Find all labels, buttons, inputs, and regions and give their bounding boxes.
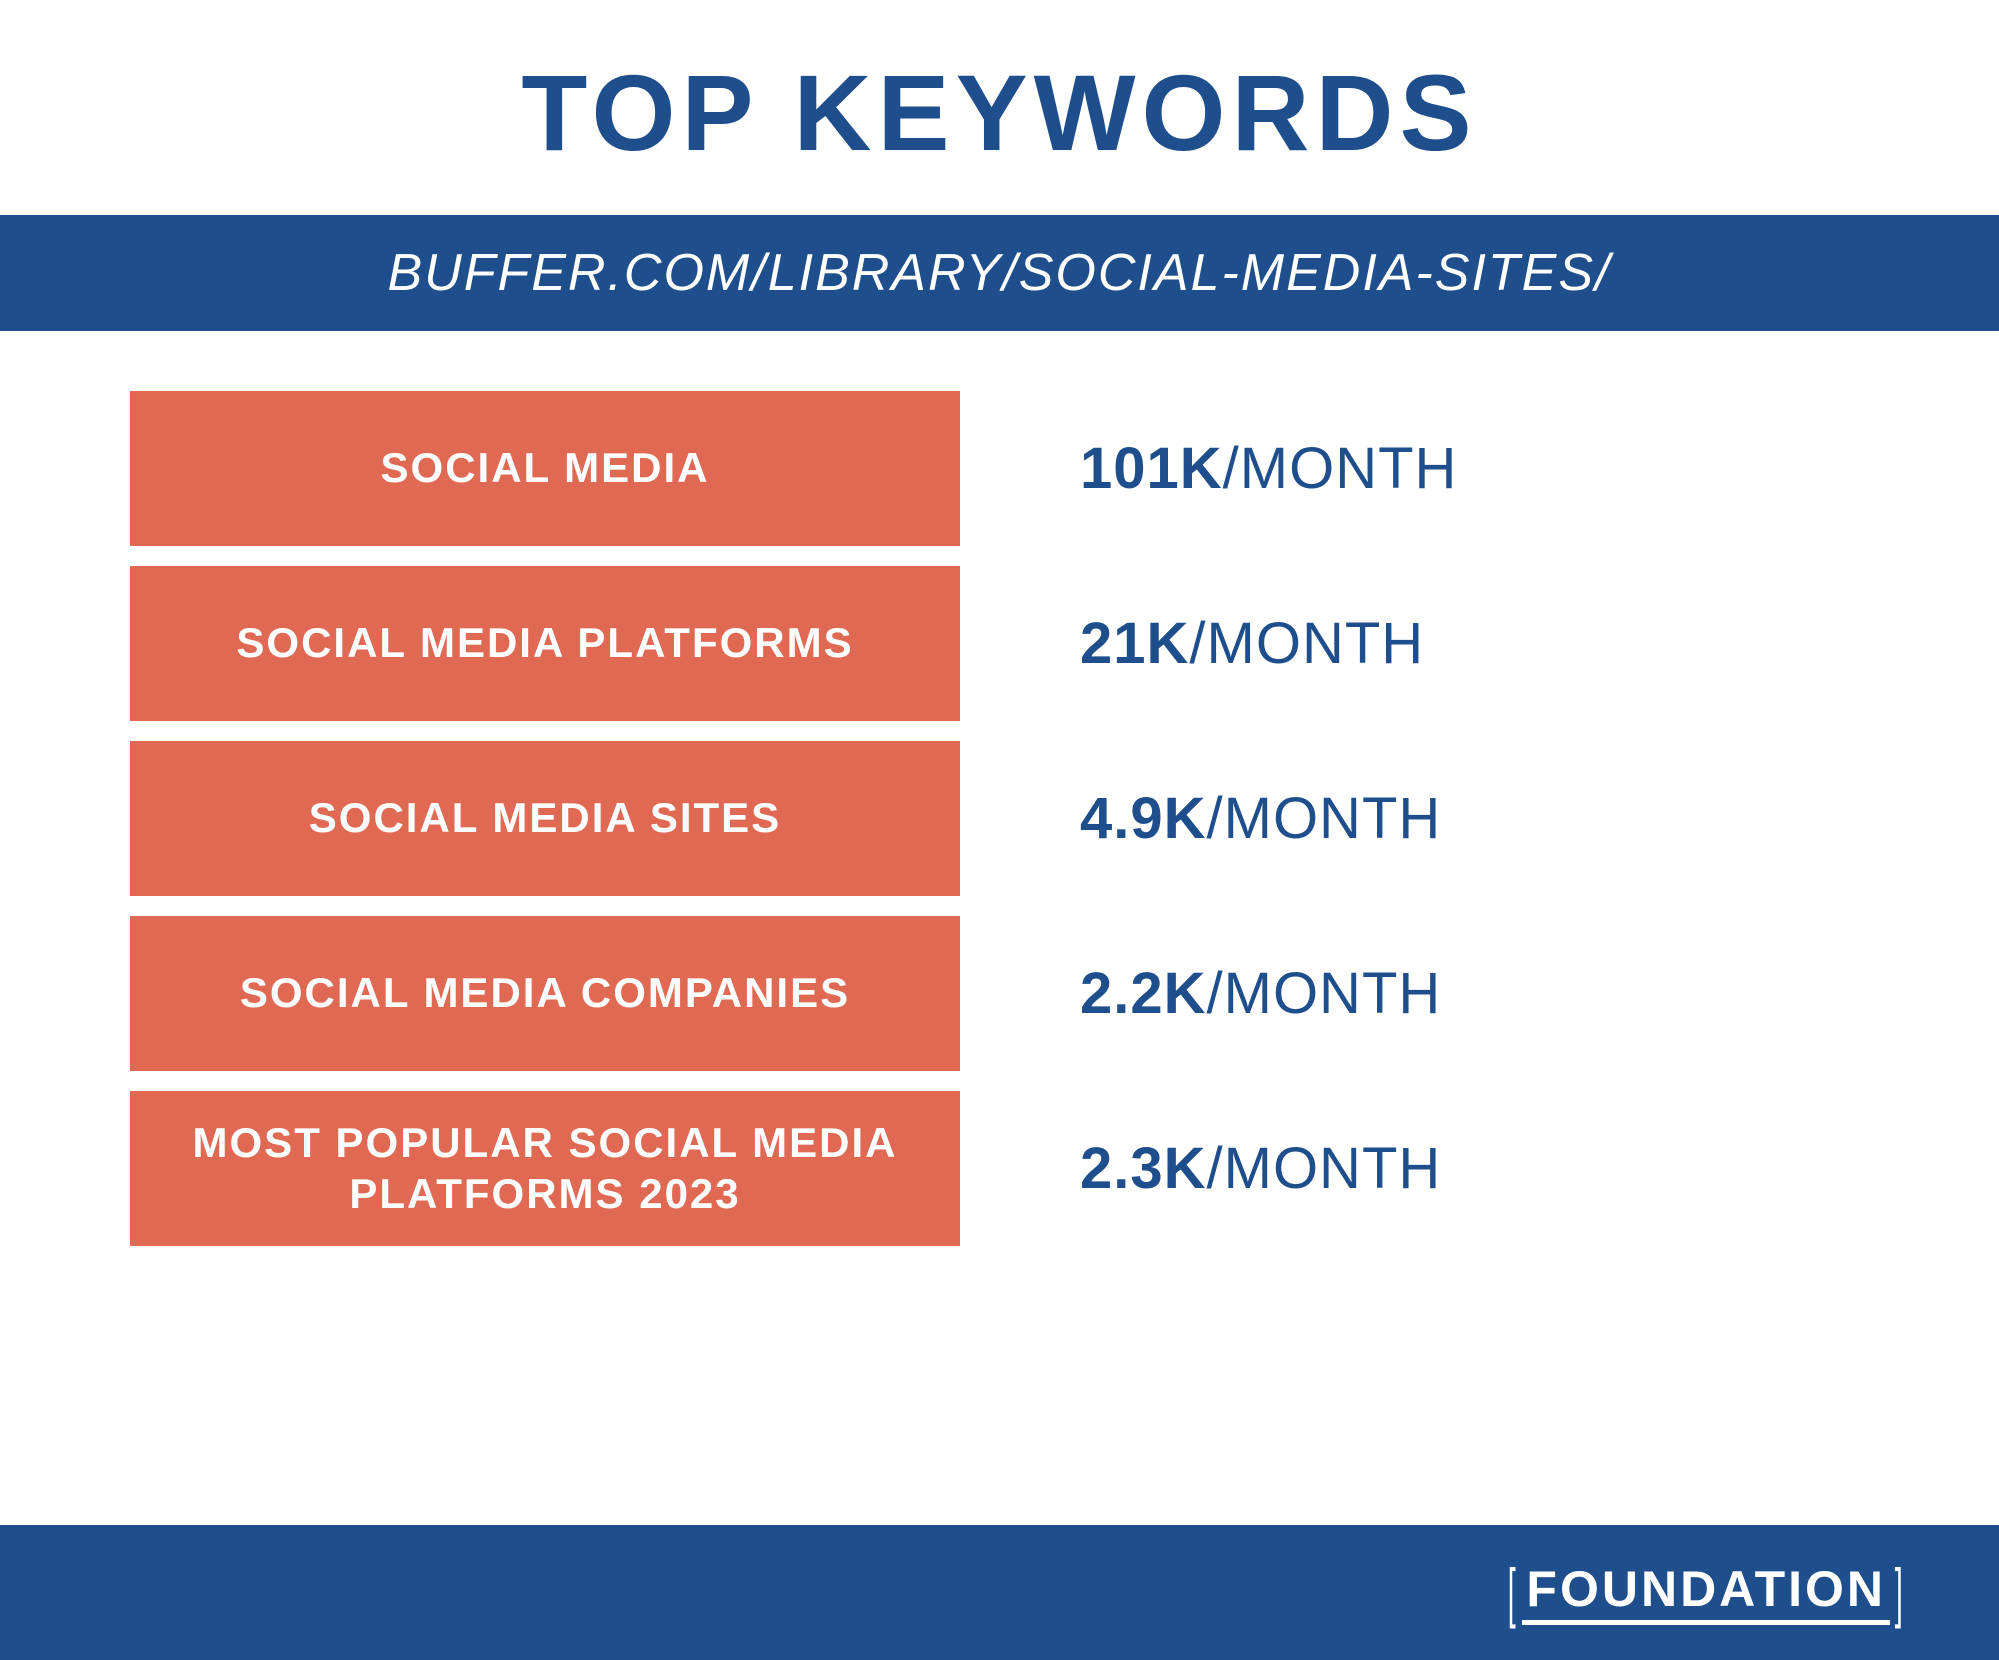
keyword-value: 4.9K/MONTH [960, 785, 1869, 852]
url-bar: BUFFER.COM/LIBRARY/SOCIAL-MEDIA-SITES/ [0, 215, 1999, 331]
keyword-row: SOCIAL MEDIA SITES 4.9K/MONTH [130, 741, 1869, 896]
value-number: 2.2K [1080, 961, 1207, 1026]
footer-bar: [ FOUNDATION ] [0, 1525, 1999, 1660]
keyword-row: MOST POPULAR SOCIAL MEDIA PLATFORMS 2023… [130, 1091, 1869, 1246]
keyword-row: SOCIAL MEDIA PLATFORMS 21K/MONTH [130, 566, 1869, 721]
keyword-label: SOCIAL MEDIA PLATFORMS [130, 566, 960, 721]
keyword-label: SOCIAL MEDIA SITES [130, 741, 960, 896]
logo-bracket-right: ] [1895, 1566, 1904, 1619]
keyword-value: 2.2K/MONTH [960, 960, 1869, 1027]
keyword-value: 2.3K/MONTH [960, 1135, 1869, 1202]
keyword-label: SOCIAL MEDIA [130, 391, 960, 546]
keyword-label: MOST POPULAR SOCIAL MEDIA PLATFORMS 2023 [130, 1091, 960, 1246]
keywords-list: SOCIAL MEDIA 101K/MONTH SOCIAL MEDIA PLA… [0, 331, 1999, 1525]
value-unit: /MONTH [1189, 611, 1424, 676]
keyword-label: SOCIAL MEDIA COMPANIES [130, 916, 960, 1071]
value-number: 4.9K [1080, 786, 1207, 851]
foundation-logo: [ FOUNDATION ] [1503, 1560, 1909, 1625]
value-unit: /MONTH [1223, 436, 1458, 501]
keyword-value: 21K/MONTH [960, 610, 1869, 677]
value-unit: /MONTH [1207, 1136, 1442, 1201]
logo-bracket-left: [ [1508, 1566, 1517, 1619]
keyword-row: SOCIAL MEDIA COMPANIES 2.2K/MONTH [130, 916, 1869, 1071]
value-number: 2.3K [1080, 1136, 1207, 1201]
value-number: 101K [1080, 436, 1223, 501]
keyword-value: 101K/MONTH [960, 435, 1869, 502]
logo-text: FOUNDATION [1522, 1560, 1890, 1625]
value-unit: /MONTH [1207, 786, 1442, 851]
keyword-row: SOCIAL MEDIA 101K/MONTH [130, 391, 1869, 546]
value-unit: /MONTH [1207, 961, 1442, 1026]
infographic-container: TOP KEYWORDS BUFFER.COM/LIBRARY/SOCIAL-M… [0, 0, 1999, 1660]
page-title: TOP KEYWORDS [0, 0, 1999, 215]
value-number: 21K [1080, 611, 1189, 676]
